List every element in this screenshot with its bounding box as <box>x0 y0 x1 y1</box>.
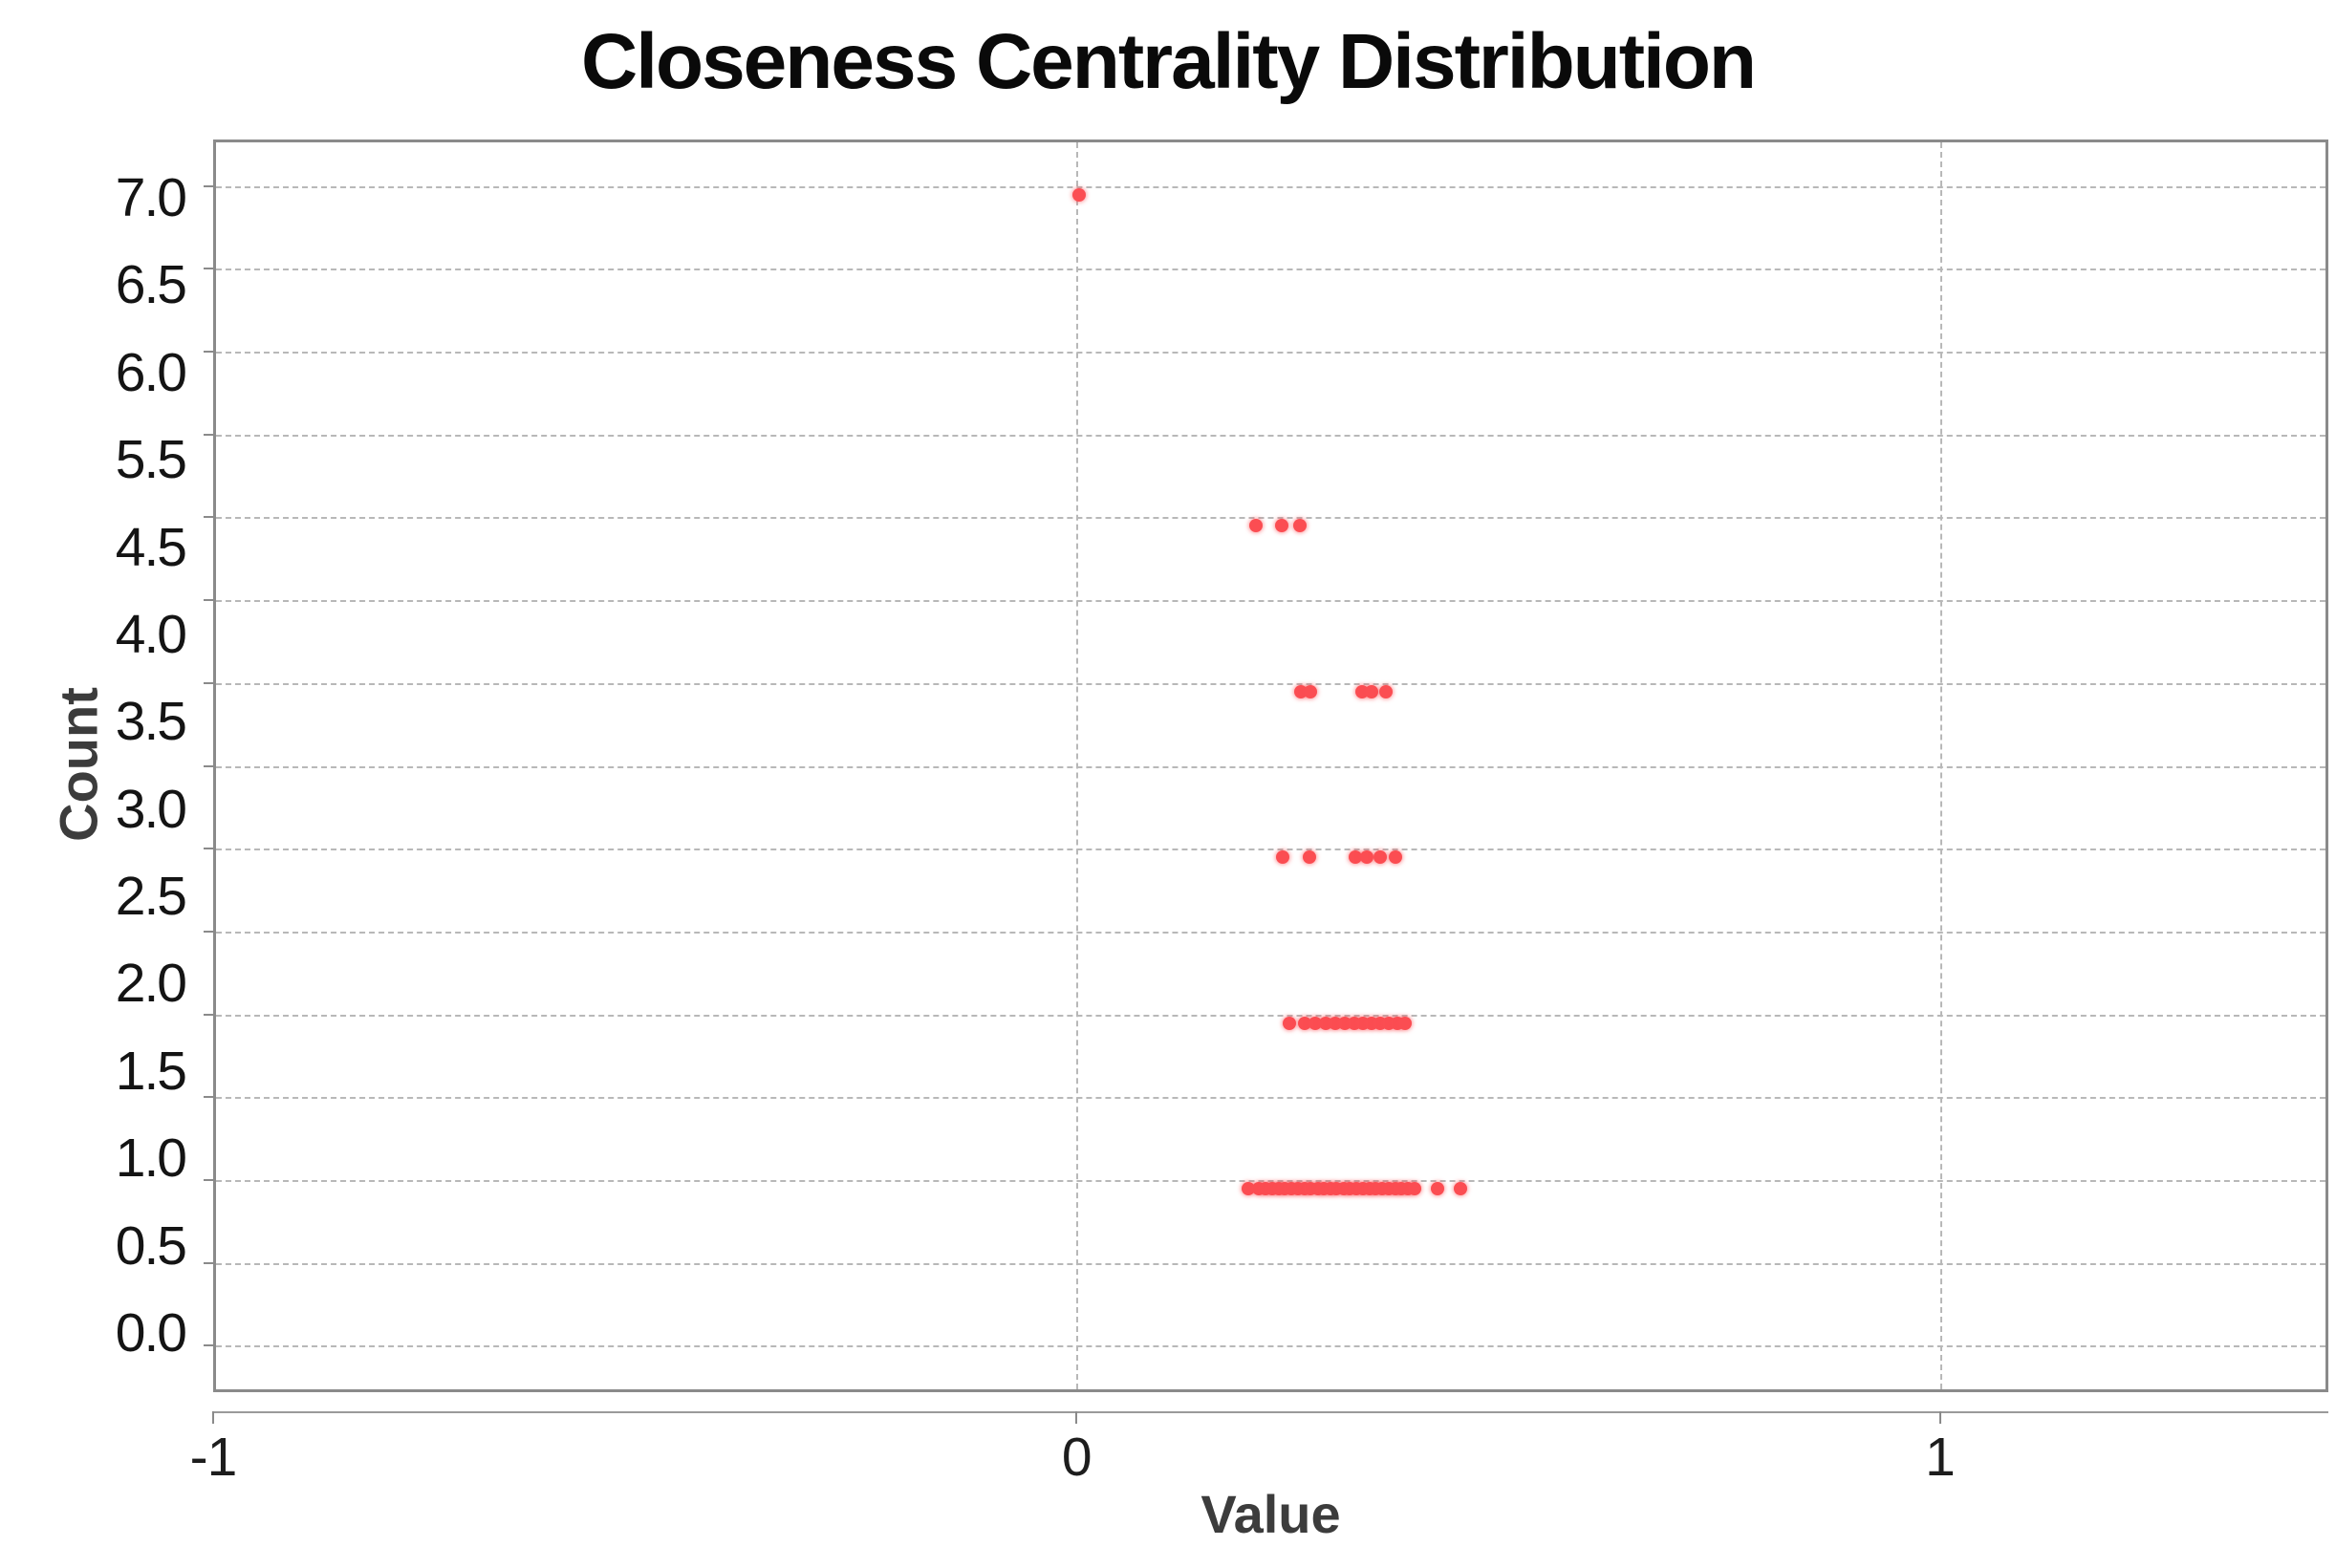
x-axis-label: Value <box>1200 1484 1341 1544</box>
data-point <box>1298 1016 1312 1030</box>
y-tick-mark <box>204 764 213 767</box>
horizontal-gridline <box>216 682 2325 685</box>
horizontal-gridline <box>216 185 2325 188</box>
horizontal-gridline <box>216 1097 2325 1100</box>
data-point <box>1407 1182 1421 1196</box>
x-tick-label: 1 <box>1925 1427 1956 1488</box>
x-tick-label: 0 <box>1061 1427 1092 1488</box>
y-tick-label: 2.0 <box>115 953 187 1015</box>
horizontal-gridline <box>216 1345 2325 1348</box>
y-tick-mark <box>204 184 213 187</box>
y-tick-mark <box>204 350 213 353</box>
data-point <box>1431 1182 1445 1196</box>
horizontal-gridline <box>216 848 2325 851</box>
data-point <box>1397 1016 1412 1030</box>
data-point <box>1072 187 1087 202</box>
x-tick-mark <box>1938 1411 1941 1424</box>
vertical-gridline <box>1939 142 1942 1389</box>
data-point <box>1304 684 1318 698</box>
horizontal-gridline <box>216 268 2325 271</box>
horizontal-gridline <box>216 931 2325 934</box>
data-point <box>1292 519 1307 533</box>
data-point <box>1328 1016 1342 1030</box>
y-tick-mark <box>204 516 213 519</box>
y-tick-label: 2.5 <box>115 866 187 928</box>
horizontal-gridline <box>216 1262 2325 1265</box>
data-point <box>1242 1182 1256 1196</box>
horizontal-gridline <box>216 517 2325 520</box>
horizontal-gridline <box>216 600 2325 603</box>
y-tick-label: 1.5 <box>115 1040 187 1102</box>
data-point <box>1303 850 1317 865</box>
y-tick-label: 3.5 <box>115 691 187 753</box>
x-tick-label: -1 <box>189 1427 238 1488</box>
data-point <box>1378 684 1393 698</box>
data-point <box>1308 1016 1322 1030</box>
horizontal-gridline <box>216 351 2325 354</box>
plot-area <box>213 140 2328 1392</box>
data-point <box>1388 850 1402 865</box>
x-tick-mark <box>1075 1411 1078 1424</box>
y-tick-mark <box>204 268 213 270</box>
data-point <box>1453 1182 1467 1196</box>
x-axis-line <box>213 1411 2328 1413</box>
horizontal-gridline <box>216 434 2325 437</box>
y-tick-label: 5.5 <box>115 429 187 491</box>
y-tick-mark <box>204 1179 213 1182</box>
y-tick-mark <box>204 433 213 436</box>
y-tick-mark <box>204 1344 213 1347</box>
y-tick-label: 1.0 <box>115 1128 187 1190</box>
horizontal-gridline <box>216 1180 2325 1183</box>
y-tick-mark <box>204 1261 213 1264</box>
y-tick-label: 0.0 <box>115 1302 187 1364</box>
horizontal-gridline <box>216 765 2325 768</box>
y-tick-mark <box>204 681 213 684</box>
y-tick-mark <box>204 1096 213 1099</box>
y-tick-label: 4.0 <box>115 603 187 665</box>
y-tick-label: 6.5 <box>115 254 187 316</box>
y-tick-label: 0.5 <box>115 1214 187 1277</box>
data-point <box>1373 850 1387 865</box>
y-tick-label: 3.0 <box>115 778 187 840</box>
data-point <box>1249 519 1264 533</box>
x-tick-mark <box>212 1411 214 1424</box>
y-tick-label: 4.5 <box>115 516 187 578</box>
data-point <box>1365 684 1379 698</box>
y-tick-label: 6.0 <box>115 341 187 403</box>
y-tick-mark <box>204 848 213 850</box>
data-point <box>1275 850 1289 865</box>
data-point <box>1360 850 1374 865</box>
y-tick-mark <box>204 599 213 602</box>
y-axis-label: Count <box>48 687 109 842</box>
data-point <box>1282 1016 1296 1030</box>
data-point <box>1354 684 1369 698</box>
data-point <box>1349 850 1363 865</box>
y-tick-mark <box>204 1013 213 1016</box>
data-point <box>1293 684 1308 698</box>
data-point <box>1274 519 1288 533</box>
y-tick-mark <box>204 930 213 933</box>
vertical-gridline <box>1076 142 1079 1389</box>
chart-title: Closeness Centrality Distribution <box>580 18 1757 105</box>
horizontal-gridline <box>216 1014 2325 1017</box>
y-tick-label: 7.0 <box>115 167 187 228</box>
